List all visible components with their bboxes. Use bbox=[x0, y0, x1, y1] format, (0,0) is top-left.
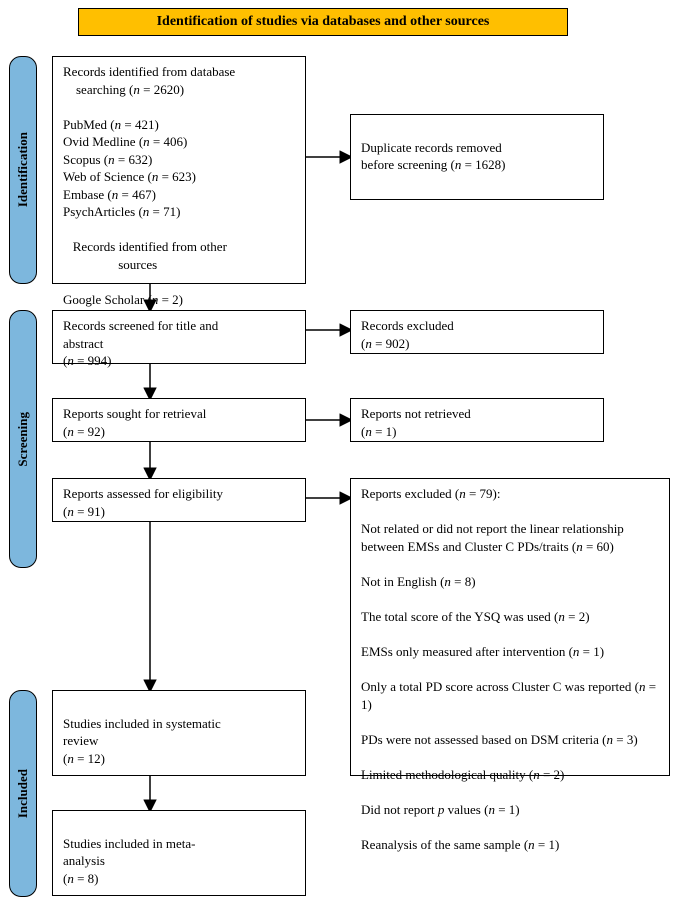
box-meta-line: (n = 8) bbox=[63, 870, 295, 888]
box-not-retrieved-line: Reports not retrieved bbox=[361, 405, 593, 423]
pill-included-label: Included bbox=[15, 769, 31, 818]
box-meta-line: Studies included in meta- bbox=[63, 835, 295, 853]
box-meta-line bbox=[63, 817, 295, 835]
box-excluded-reasons-line: Only a total PD score across Cluster C w… bbox=[361, 678, 659, 713]
box-duplicates-line bbox=[361, 121, 593, 139]
box-excluded-902: Records excluded(n = 902) bbox=[350, 310, 604, 354]
header-text: Identification of studies via databases … bbox=[157, 14, 490, 30]
box-identified-line: PsychArticles (n = 71) bbox=[63, 203, 295, 221]
box-identified: Records identified from database searchi… bbox=[52, 56, 306, 284]
box-systematic: Studies included in systematicreview(n =… bbox=[52, 690, 306, 776]
box-meta-line: analysis bbox=[63, 852, 295, 870]
box-excluded-reasons-line: EMSs only measured after intervention (n… bbox=[361, 643, 659, 661]
box-screened: Records screened for title andabstract(n… bbox=[52, 310, 306, 364]
box-identified-line: Records identified from other bbox=[63, 238, 295, 256]
box-eligibility: Reports assessed for eligibility(n = 91) bbox=[52, 478, 306, 522]
box-identified-line: Embase (n = 467) bbox=[63, 186, 295, 204]
box-retrieval: Reports sought for retrieval(n = 92) bbox=[52, 398, 306, 442]
prisma-flowchart: Identification of studies via databases … bbox=[0, 0, 685, 909]
box-excluded-reasons-line: The total score of the YSQ was used (n =… bbox=[361, 608, 659, 626]
box-systematic-line: Studies included in systematic bbox=[63, 715, 295, 733]
box-duplicates: Duplicate records removedbefore screenin… bbox=[350, 114, 604, 200]
box-excluded-reasons-line bbox=[361, 625, 659, 643]
box-identified-line: Scopus (n = 632) bbox=[63, 151, 295, 169]
box-excluded-reasons-line bbox=[361, 555, 659, 573]
box-excluded-902-line: (n = 902) bbox=[361, 335, 593, 353]
box-excluded-reasons-line bbox=[361, 590, 659, 608]
box-excluded-reasons-line: PDs were not assessed based on DSM crite… bbox=[361, 731, 659, 749]
box-excluded-reasons-line: Not related or did not report the linear… bbox=[361, 520, 659, 555]
box-not-retrieved-line: (n = 1) bbox=[361, 423, 593, 441]
box-retrieval-line: Reports sought for retrieval bbox=[63, 405, 295, 423]
box-identified-line: Ovid Medline (n = 406) bbox=[63, 133, 295, 151]
header-banner: Identification of studies via databases … bbox=[78, 8, 568, 36]
box-excluded-reasons-line bbox=[361, 783, 659, 801]
box-not-retrieved: Reports not retrieved(n = 1) bbox=[350, 398, 604, 442]
box-duplicates-line: Duplicate records removed bbox=[361, 139, 593, 157]
box-excluded-reasons-line bbox=[361, 818, 659, 836]
box-systematic-line bbox=[63, 697, 295, 715]
box-identified-line bbox=[63, 221, 295, 239]
pill-screening: Screening bbox=[9, 310, 37, 568]
box-excluded-reasons-line bbox=[361, 660, 659, 678]
box-excluded-reasons-line: Reports excluded (n = 79): bbox=[361, 485, 659, 503]
box-meta: Studies included in meta-analysis(n = 8) bbox=[52, 810, 306, 896]
box-excluded-reasons: Reports excluded (n = 79): Not related o… bbox=[350, 478, 670, 776]
box-systematic-line: review bbox=[63, 732, 295, 750]
box-excluded-reasons-line: Not in English (n = 8) bbox=[361, 573, 659, 591]
box-excluded-reasons-line bbox=[361, 713, 659, 731]
box-screened-line: abstract bbox=[63, 335, 295, 353]
box-retrieval-line: (n = 92) bbox=[63, 423, 295, 441]
box-identified-line: Web of Science (n = 623) bbox=[63, 168, 295, 186]
pill-screening-label: Screening bbox=[15, 412, 31, 467]
box-screened-line: Records screened for title and bbox=[63, 317, 295, 335]
box-screened-line: (n = 994) bbox=[63, 352, 295, 370]
box-excluded-reasons-line: Reanalysis of the same sample (n = 1) bbox=[361, 836, 659, 854]
box-duplicates-line: before screening (n = 1628) bbox=[361, 156, 593, 174]
box-identified-line: PubMed (n = 421) bbox=[63, 116, 295, 134]
box-identified-line bbox=[63, 98, 295, 116]
pill-identification-label: Identification bbox=[15, 132, 31, 207]
box-eligibility-line: Reports assessed for eligibility bbox=[63, 485, 295, 503]
pill-included: Included bbox=[9, 690, 37, 897]
box-identified-line bbox=[63, 274, 295, 292]
box-identified-line: Records identified from database bbox=[63, 63, 295, 81]
box-excluded-reasons-line bbox=[361, 748, 659, 766]
box-excluded-reasons-line: Did not report p values (n = 1) bbox=[361, 801, 659, 819]
box-identified-line: searching (n = 2620) bbox=[63, 81, 295, 99]
pill-identification: Identification bbox=[9, 56, 37, 284]
box-eligibility-line: (n = 91) bbox=[63, 503, 295, 521]
box-excluded-reasons-line: Limited methodological quality (n = 2) bbox=[361, 766, 659, 784]
box-identified-line: Google Scholar (n = 2) bbox=[63, 291, 295, 309]
box-excluded-reasons-line bbox=[361, 503, 659, 521]
box-systematic-line: (n = 12) bbox=[63, 750, 295, 768]
box-identified-line: sources bbox=[63, 256, 295, 274]
box-excluded-902-line: Records excluded bbox=[361, 317, 593, 335]
